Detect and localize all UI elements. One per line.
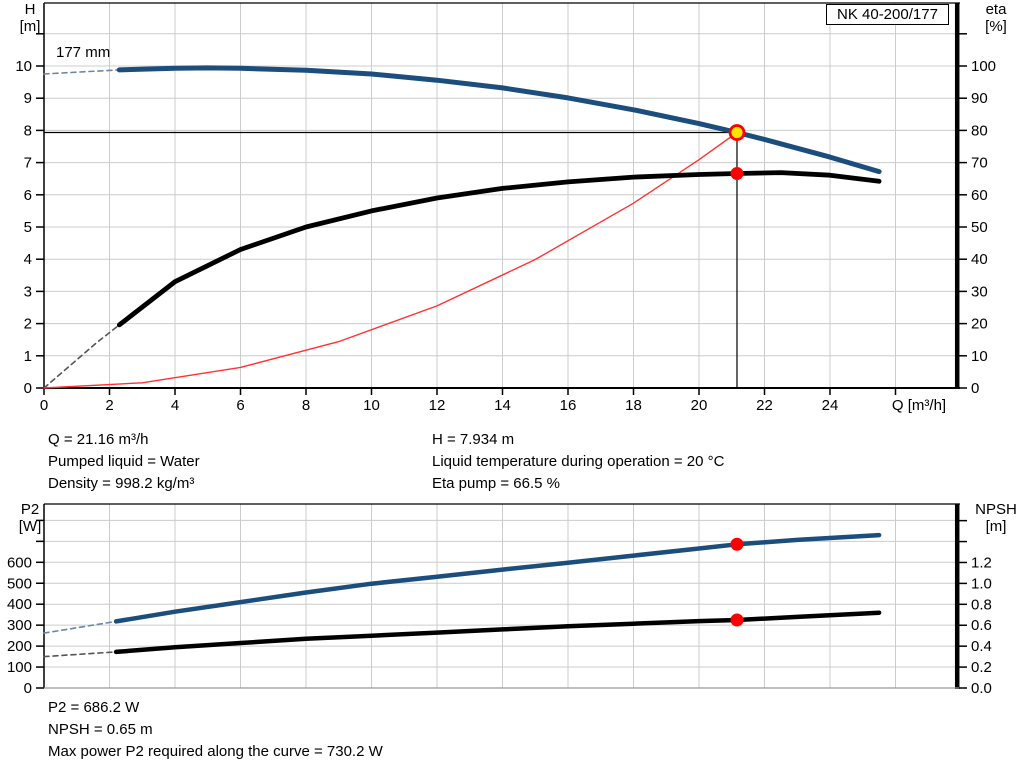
left-axis-tick-label: 5 [24,219,32,236]
x-axis-tick-label: 16 [560,397,577,414]
p2-curve-dashed [43,620,117,634]
right-axis-tick-label: 0 [971,380,979,397]
gridlines [44,3,959,388]
density-readout: Density = 998.2 kg/m³ [48,475,195,492]
efficiency-curve-dashed [43,324,121,389]
x-axis-tick-label: 22 [756,397,773,414]
eta-axis-title: eta [%] [974,1,1018,35]
p2-axis-title: P2 [W] [10,501,50,535]
left-axis-tick-label: 9 [24,90,32,107]
left-axis-tick-label: 400 [7,596,32,613]
right-axis-tick-label: 10 [971,348,988,365]
efficiency-duty-point [730,167,744,181]
h-axis-title-symbol: H [24,1,36,18]
x-axis-tick-label: 4 [171,397,179,414]
h-axis-title-unit: [m] [19,18,41,35]
right-axis-tick-label: 0.2 [971,659,992,676]
duty-readout-left: Q = 21.16 m³/h Pumped liquid = Water Den… [48,429,200,495]
eta-axis-title-symbol: eta [985,1,1007,18]
x-axis-tick-label: 24 [822,397,839,414]
head-curve-dashed [43,69,121,75]
left-axis-tick-label: 1 [24,348,32,365]
right-axis-tick-label: 20 [971,316,988,333]
right-axis-tick-label: 0.4 [971,638,992,655]
right-axis-tick-label: 100 [971,58,996,75]
right-axis-tick-label: 1.2 [971,554,992,571]
x-axis-tick-label: 18 [625,397,642,414]
x-axis-tick-label: 14 [494,397,511,414]
npsh-curve-dashed [43,651,117,658]
x-axis-title: Q [m³/h] [892,397,946,414]
pumped-liquid-readout: Pumped liquid = Water [48,453,200,470]
efficiency-curve [116,170,882,328]
p2-duty-point [730,537,744,551]
right-axis-tick-label: 50 [971,219,988,236]
max-power-readout: Max power P2 required along the curve = … [48,743,383,760]
p2-axis-title-symbol: P2 [20,501,40,518]
pump-model-badge: NK 40-200/177 [826,4,949,25]
right-axis-tick-label: 1.0 [971,575,992,592]
npsh-duty-point [730,613,744,627]
duty-point [728,124,746,141]
eta-readout: Eta pump = 66.5 % [432,475,560,492]
left-axis-tick-label: 200 [7,638,32,655]
right-axis-tick-label: 0.6 [971,617,992,634]
temperature-readout: Liquid temperature during operation = 20… [432,453,725,470]
left-axis-tick-label: 4 [24,251,32,268]
head-curve [116,65,882,175]
x-axis-tick-label: 0 [40,397,48,414]
power-npsh-chart: 0 100 200 300 400 500 600 0.0 0.2 0.4 0.6 0.8 1.0 1.2 [7,503,992,697]
right-axis-tick-label: 90 [971,90,988,107]
power-readout-block: P2 = 686.2 W NPSH = 0.65 m Max power P2 … [48,697,383,763]
eta-axis-title-unit: [%] [985,18,1007,35]
left-axis-tick-label: 100 [7,659,32,676]
p2-readout: P2 = 686.2 W [48,699,140,716]
right-axis-tick-label: 60 [971,187,988,204]
right-axis-tick-label: 70 [971,155,988,172]
left-axis-tick-label: 0 [24,680,32,697]
x-axis-tick-label: 8 [302,397,310,414]
right-axis-tick-label: 0.0 [971,680,992,697]
x-axis-tick-label: 10 [363,397,380,414]
npsh-axis-title-unit: [m] [985,518,1007,535]
x-axis-tick-label: 6 [236,397,244,414]
left-axis-tick-label: 3 [24,283,32,300]
impeller-diameter-label: 177 mm [56,44,111,61]
p2-axis-title-unit: [W] [18,518,42,535]
npsh-axis-title: NPSH [m] [968,501,1024,535]
npsh-axis-title-symbol: NPSH [975,501,1017,518]
x-axis-tick-label: 20 [691,397,708,414]
right-axis-tick-label: 80 [971,122,988,139]
x-axis-tick-label: 12 [429,397,446,414]
gridlines [44,504,959,688]
left-axis-tick-label: 8 [24,122,32,139]
npsh-readout: NPSH = 0.65 m [48,721,153,738]
h-axis-title: H [m] [10,1,50,35]
right-axis-tick-label: 40 [971,251,988,268]
left-axis-tick-label: 7 [24,155,32,172]
left-axis-tick-label: 6 [24,187,32,204]
x-axis-tick-label: 2 [105,397,113,414]
duty-readout-right: H = 7.934 m Liquid temperature during op… [432,429,724,495]
h-readout: H = 7.934 m [432,431,515,448]
q-readout: Q = 21.16 m³/h [48,431,149,448]
right-axis-tick-label: 30 [971,283,988,300]
left-axis-tick-label: 0 [24,380,32,397]
left-axis-tick-label: 600 [7,554,32,571]
left-axis-tick-label: 300 [7,617,32,634]
right-axis-tick-label: 0.8 [971,596,992,613]
left-axis-tick-label: 2 [24,316,32,333]
left-axis-tick-label: 500 [7,575,32,592]
left-axis-tick-label: 10 [15,58,32,75]
